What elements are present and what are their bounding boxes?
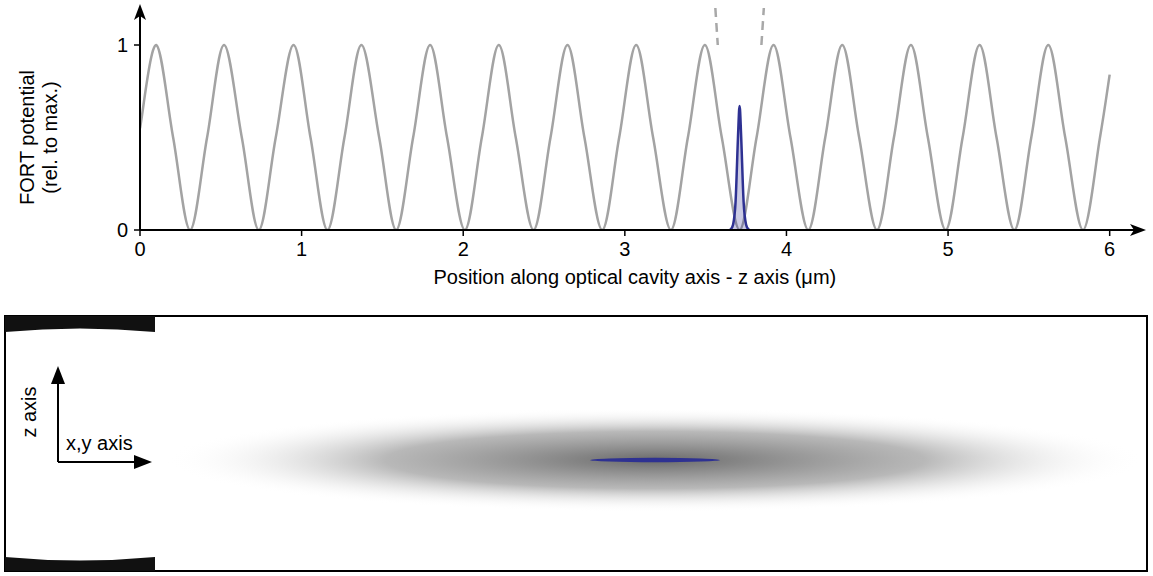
harmonic-approximation (715, 8, 763, 45)
y-tick-label: 1 (117, 34, 128, 56)
x-axis-title: Position along optical cavity axis - z a… (433, 266, 836, 288)
x-axis (140, 229, 1138, 231)
mirror-bottom (5, 557, 155, 571)
trap-mode-cloud (165, 408, 1145, 512)
x-tick-label: 2 (458, 238, 469, 260)
y-axis-title-line: FORT potential (16, 70, 38, 205)
y-tick (134, 44, 140, 46)
x-axis-arrow (1130, 224, 1146, 236)
xy-arrow (58, 461, 140, 463)
axes: 0 1 2 3 4 5 6 0 1 (117, 4, 1146, 260)
x-tick-label: 0 (134, 238, 145, 260)
z-arrow-head (51, 366, 65, 384)
plot-area (140, 8, 1110, 230)
y-axis-arrow (134, 4, 146, 20)
x-tick-label: 6 (1104, 238, 1115, 260)
y-tick-label: 0 (117, 219, 128, 241)
x-tick (462, 230, 464, 236)
x-tick (947, 230, 949, 236)
x-tick (624, 230, 626, 236)
xy-axis-label: x,y axis (66, 432, 133, 454)
mirror-top (5, 316, 155, 332)
z-arrow (57, 378, 59, 462)
wavepacket-line (730, 106, 749, 230)
x-tick (139, 230, 141, 236)
x-tick (301, 230, 303, 236)
x-tick (1109, 230, 1111, 236)
x-tick-label: 1 (296, 238, 307, 260)
y-axis-title: FORT potential(rel. to max.) (16, 70, 61, 205)
x-tick-label: 3 (619, 238, 630, 260)
z-axis-label: z axis (18, 386, 40, 437)
y-axis-title-line: (rel. to max.) (39, 81, 61, 193)
cavity-diagram: z axis x,y axis (5, 316, 1147, 571)
atom-wavepacket (590, 458, 720, 462)
x-tick (786, 230, 788, 236)
fort-potential (140, 45, 1110, 230)
diagram-frame (5, 316, 1147, 571)
wavepacket-fill (730, 106, 749, 230)
y-tick (134, 229, 140, 231)
figure: 0 1 2 3 4 5 6 0 1 Position along optical cavity a… (0, 0, 1153, 576)
xy-arrow-head (134, 455, 152, 469)
x-tick-label: 4 (781, 238, 792, 260)
x-tick-label: 5 (943, 238, 954, 260)
